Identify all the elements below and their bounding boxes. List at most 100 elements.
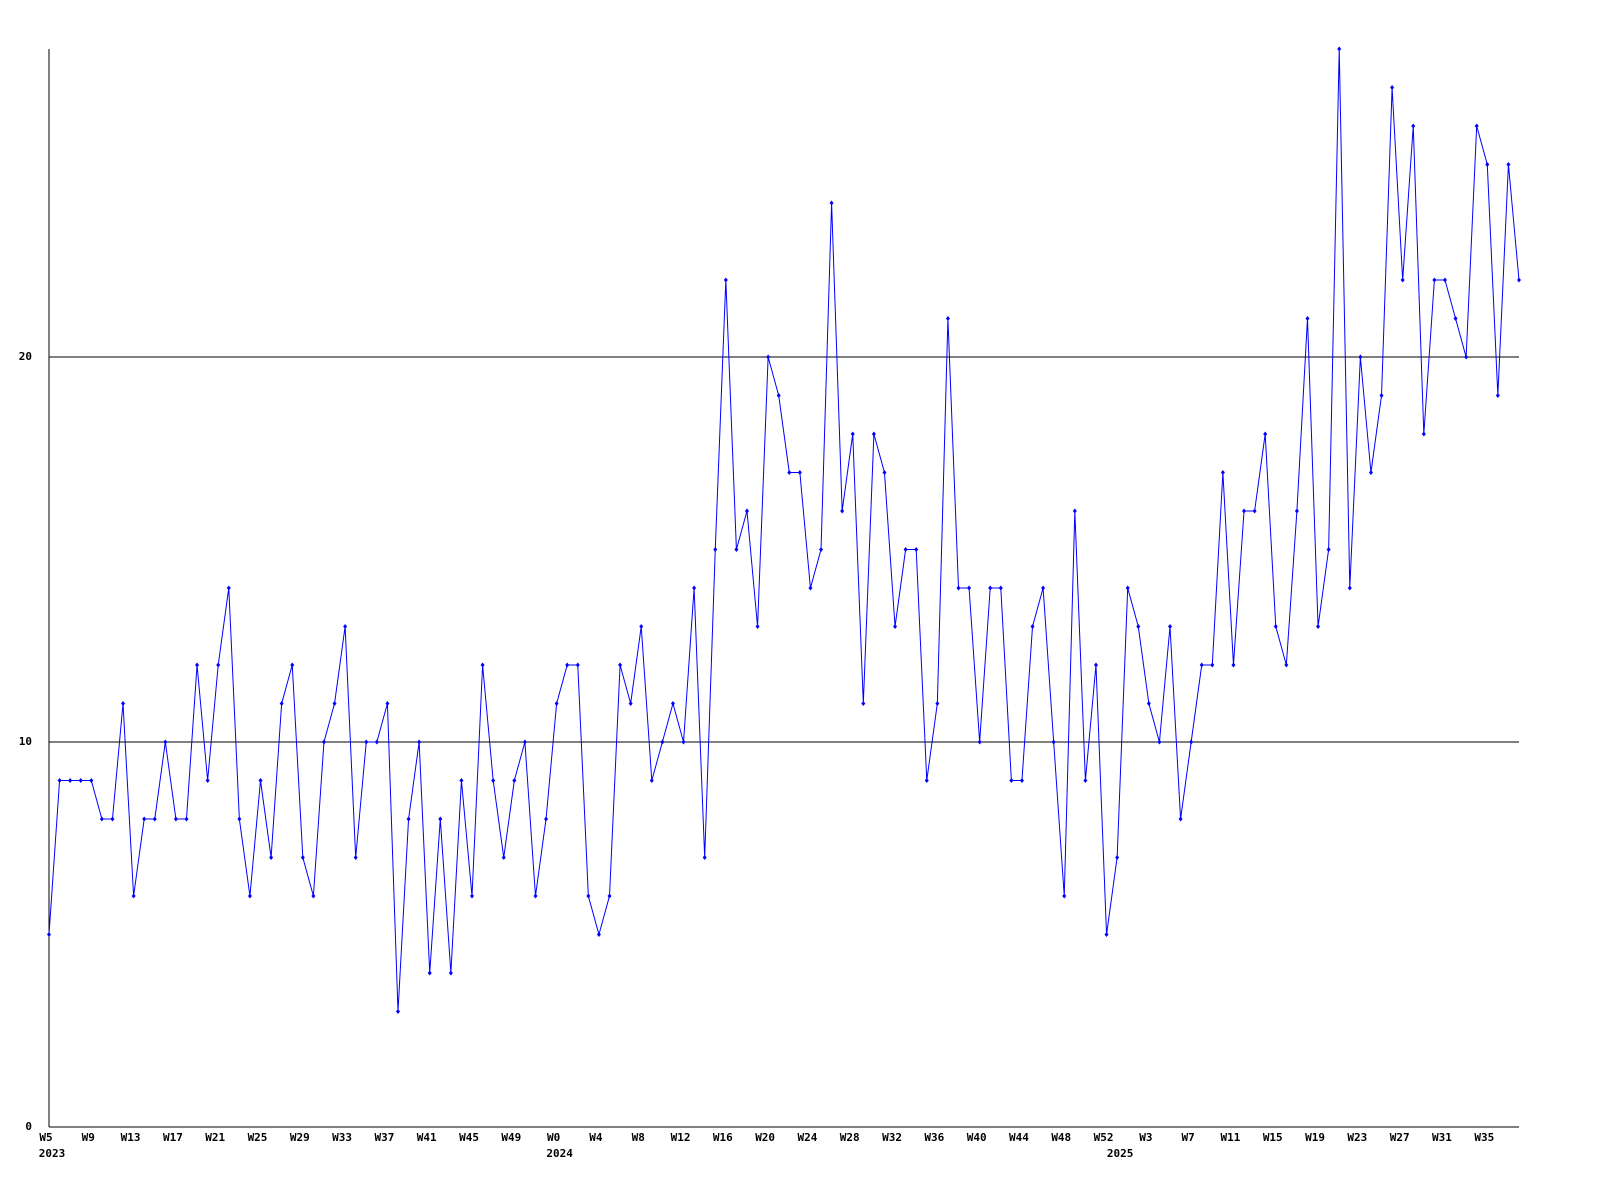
point: [871, 431, 876, 437]
year-label: 2024: [546, 1147, 573, 1160]
point: [152, 816, 157, 822]
point: [237, 816, 242, 822]
point: [427, 970, 432, 976]
point: [797, 470, 802, 475]
x-tick-label: W31: [1432, 1131, 1452, 1144]
x-tick-label: W16: [713, 1131, 733, 1144]
x-tick-label: W17: [163, 1131, 183, 1144]
point: [480, 662, 485, 668]
x-tick-label: W7: [1182, 1131, 1195, 1144]
point: [417, 739, 422, 745]
point: [1517, 277, 1521, 283]
point: [893, 624, 898, 629]
point: [639, 624, 644, 629]
point: [1294, 508, 1299, 514]
point: [649, 778, 654, 783]
y-tick-label: 20: [19, 350, 32, 363]
x-tick-label: W25: [248, 1131, 268, 1144]
point: [1199, 662, 1204, 668]
x-tick-label: W29: [290, 1131, 310, 1144]
point: [1485, 162, 1490, 167]
point: [332, 701, 337, 706]
point: [374, 739, 379, 745]
point: [1189, 739, 1194, 745]
point: [1347, 585, 1352, 591]
point: [776, 393, 781, 398]
year-label: 2025: [1107, 1147, 1134, 1160]
point: [1379, 393, 1384, 398]
point: [840, 508, 845, 514]
x-tick-label: W9: [82, 1131, 95, 1144]
x-tick-label: W11: [1221, 1131, 1241, 1144]
x-tick-label: W24: [798, 1131, 818, 1144]
x-tick-label: W41: [417, 1131, 437, 1144]
point: [1506, 162, 1511, 167]
point: [438, 816, 443, 822]
x-tick-label: W45: [459, 1131, 479, 1144]
point: [163, 739, 168, 745]
x-tick-label: W35: [1474, 1131, 1494, 1144]
point: [78, 778, 83, 783]
point: [1305, 316, 1310, 321]
x-tick-label: W33: [332, 1131, 352, 1144]
point: [1104, 932, 1109, 937]
point: [967, 585, 972, 591]
point: [216, 662, 221, 668]
point: [1220, 470, 1225, 475]
point: [829, 200, 834, 206]
point: [226, 585, 231, 591]
point: [1326, 547, 1331, 552]
point: [406, 816, 411, 822]
point: [670, 701, 675, 706]
x-tick-label: W37: [374, 1131, 394, 1144]
point: [702, 855, 707, 860]
x-tick-label: W28: [840, 1131, 860, 1144]
point: [1242, 508, 1247, 514]
point: [1284, 662, 1289, 668]
point: [850, 431, 855, 437]
x-tick-label: W40: [967, 1131, 987, 1144]
point: [1009, 778, 1014, 783]
point: [1051, 739, 1056, 745]
point: [1411, 123, 1416, 129]
point: [1495, 393, 1500, 398]
point: [1083, 778, 1088, 783]
x-tick-label: W36: [924, 1131, 944, 1144]
point: [977, 739, 982, 745]
point: [173, 816, 178, 822]
point: [68, 778, 73, 783]
point: [628, 701, 633, 706]
point: [692, 585, 697, 591]
point: [586, 893, 591, 899]
year-label: 2023: [39, 1147, 66, 1160]
point: [723, 277, 728, 283]
point: [914, 547, 919, 552]
point: [1041, 585, 1046, 591]
point: [1072, 508, 1077, 514]
point: [247, 893, 252, 899]
point: [1442, 277, 1447, 283]
point: [945, 316, 950, 321]
point: [882, 470, 887, 475]
point: [321, 739, 326, 745]
point: [903, 547, 908, 552]
x-tick-label: W23: [1347, 1131, 1367, 1144]
y-tick-label: 0: [25, 1120, 32, 1133]
x-tick-label: W12: [671, 1131, 691, 1144]
point: [554, 701, 559, 706]
point: [1358, 354, 1363, 360]
x-tick-label: W5: [39, 1131, 52, 1144]
point: [1453, 316, 1458, 321]
point: [57, 778, 62, 783]
point: [459, 778, 464, 783]
point: [99, 816, 104, 822]
point: [861, 701, 866, 706]
point: [512, 778, 517, 783]
point: [1421, 431, 1426, 437]
point: [269, 855, 274, 860]
point: [1178, 816, 1183, 822]
point: [89, 778, 94, 783]
point: [819, 547, 824, 552]
